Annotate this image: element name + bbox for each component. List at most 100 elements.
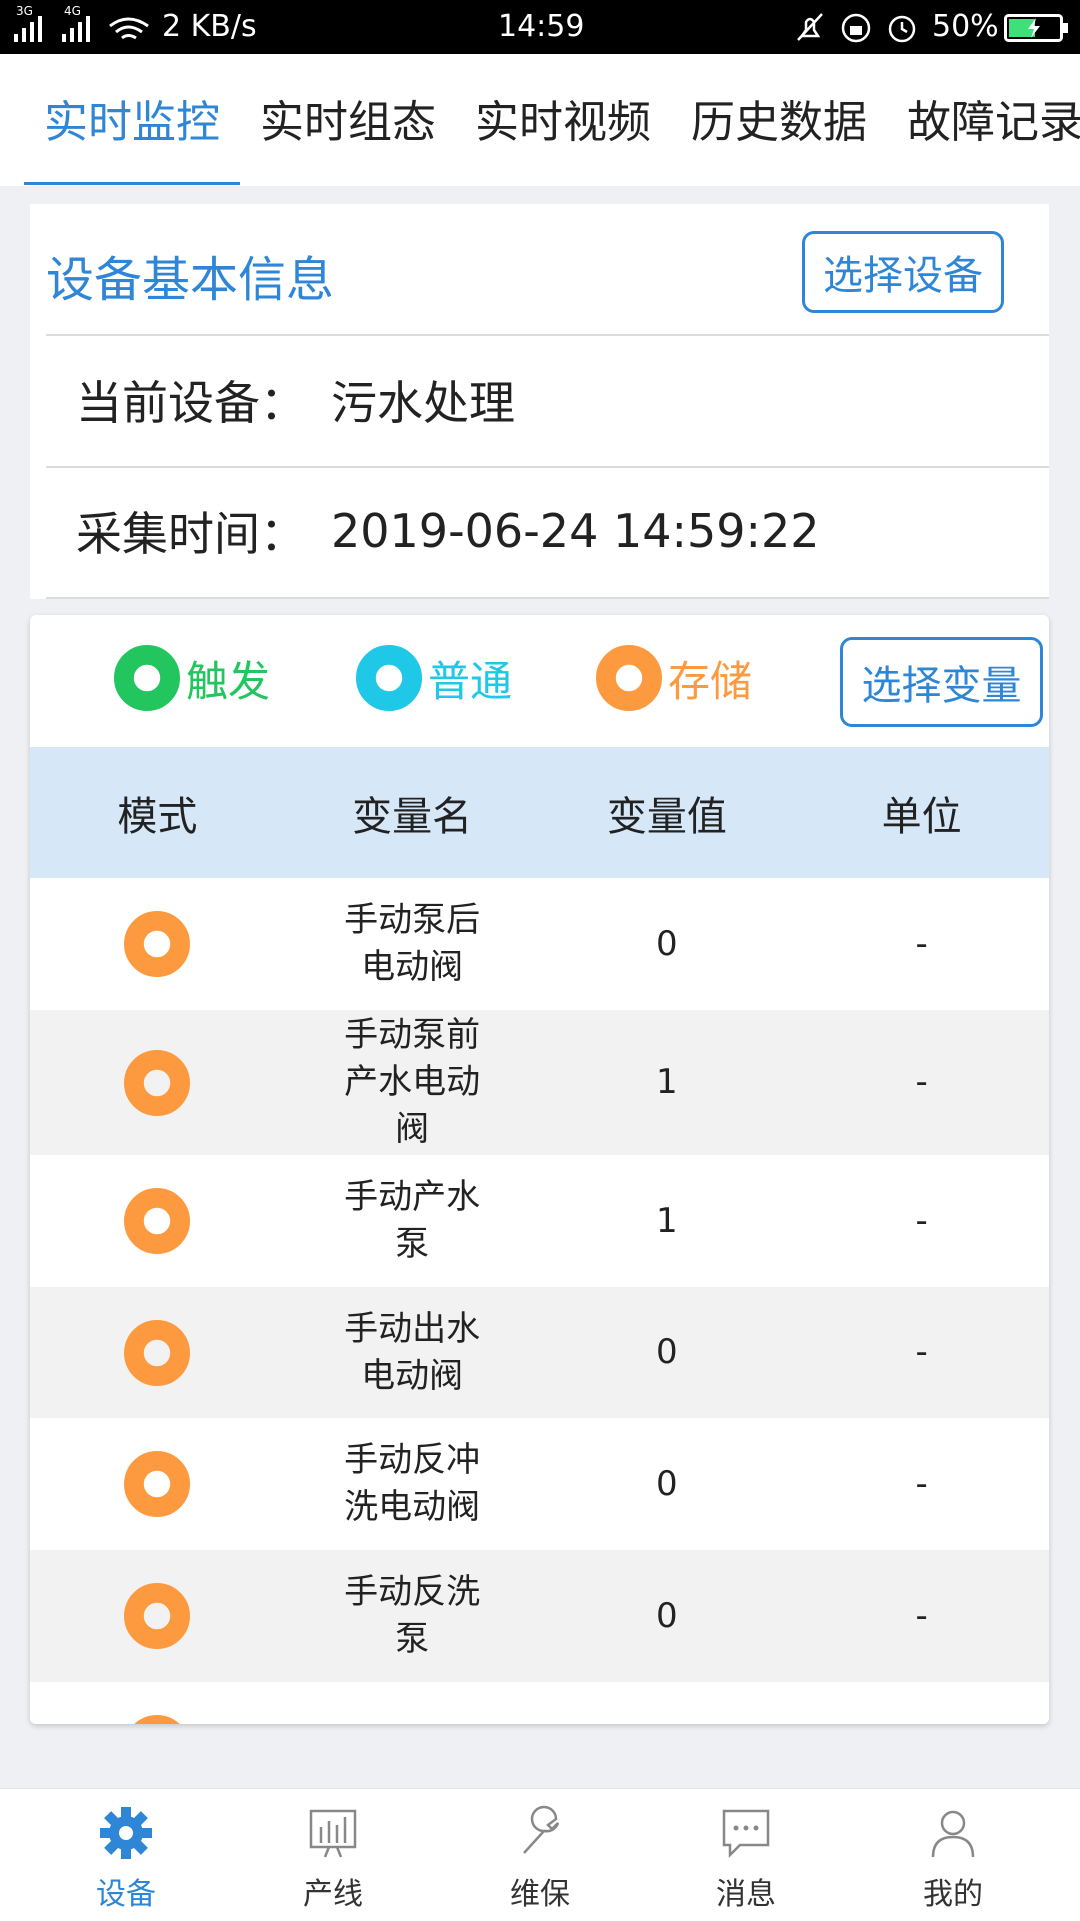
info-label: 采集时间： — [76, 507, 306, 561]
tab-bar: 实时监控 实时组态 实时视频 历史数据 故障记录 — [0, 54, 1080, 186]
column-header: 模式 — [117, 793, 198, 840]
table-row: 手动泵后电动阀 0 - — [30, 878, 1049, 1010]
variable-unit: - — [915, 923, 928, 964]
column-header: 单位 — [881, 793, 962, 840]
variable-value: 0 — [656, 923, 678, 964]
variable-unit: - — [915, 1595, 928, 1636]
tab[interactable]: 实时组态 — [260, 97, 436, 148]
mode-indicator — [114, 645, 180, 711]
mode-indicator — [124, 1188, 191, 1254]
variable-name: 手动出水电动阀 — [344, 1308, 481, 1396]
nav-icon — [100, 1807, 152, 1859]
legend-label: 触发 — [186, 656, 271, 706]
legend-item: 普通 — [356, 645, 512, 711]
legend-label: 存储 — [668, 656, 753, 706]
variable-value: 1 — [656, 1200, 678, 1241]
select-variable-button[interactable]: 选择变量 — [840, 637, 1043, 727]
section-title: 设备基本信息 — [46, 252, 335, 308]
cell: 手动产水泵 — [285, 1155, 540, 1287]
table-row: 手动反洗泵 0 - — [30, 1550, 1049, 1682]
cell — [30, 1682, 285, 1724]
select-device-button[interactable]: 选择设备 — [802, 231, 1004, 313]
cell: 手动泵后电动阀 — [285, 878, 540, 1010]
mode-indicator — [124, 1583, 191, 1649]
nav-item[interactable]: 我的 — [873, 1789, 1033, 1921]
nav-icon — [309, 1809, 357, 1858]
variable-name: 手动反洗泵 — [344, 1572, 481, 1659]
cell — [30, 878, 285, 1010]
variable-unit: - — [915, 1200, 928, 1241]
nav-icon — [722, 1809, 770, 1859]
legend-item: 触发 — [114, 645, 270, 711]
table-row: 手动出水电动阀 0 - — [30, 1287, 1049, 1418]
mode-indicator — [124, 1451, 191, 1517]
info-value: 污水处理 — [331, 376, 515, 430]
nav-label: 消息 — [716, 1877, 776, 1912]
mode-indicator — [596, 645, 662, 711]
table-row: 手动反冲洗电动阀 0 - — [30, 1418, 1049, 1550]
nav-label: 产线 — [303, 1877, 363, 1912]
clock: 14:59 — [498, 9, 585, 44]
nav-label: 维保 — [510, 1877, 570, 1912]
nav-item[interactable]: 消息 — [666, 1789, 826, 1921]
network-type: 3G — [16, 4, 33, 18]
cell — [30, 1418, 285, 1550]
mode-indicator — [124, 1049, 191, 1116]
column-header: 变量名 — [352, 793, 473, 840]
variable-name: 手动产水泵 — [344, 1177, 481, 1264]
variable-name: 手动泵前产水电动阀 — [344, 1015, 481, 1149]
legend-label: 普通 — [428, 656, 513, 706]
cell — [30, 1010, 285, 1155]
column-header: 变量值 — [606, 793, 727, 840]
mode-indicator — [134, 1715, 180, 1724]
mode-indicator — [124, 1319, 191, 1386]
variable-unit: - — [915, 1062, 928, 1102]
variable-unit: - — [915, 1463, 928, 1504]
cell — [30, 1287, 285, 1418]
nav-icon — [931, 1810, 975, 1858]
divider — [46, 466, 1049, 468]
battery-level: 50% — [932, 9, 999, 44]
cell: 手动出水电动阀 — [285, 1287, 540, 1418]
mode-indicator — [124, 911, 191, 977]
nav-item[interactable]: 设备 — [46, 1789, 206, 1921]
nav-item[interactable]: 维保 — [460, 1789, 620, 1921]
legend-item: 存储 — [596, 645, 752, 711]
nav-icon — [523, 1805, 560, 1854]
bottom-nav: 设备 产线 维保 消息 我的 — [0, 1788, 1080, 1921]
tab[interactable]: 实时监控 — [44, 97, 220, 148]
info-value: 2019-06-24 14:59:22 — [331, 504, 820, 558]
cell — [30, 1550, 285, 1682]
nav-label: 我的 — [923, 1877, 983, 1912]
divider — [46, 597, 1049, 599]
nav-item[interactable]: 产线 — [253, 1789, 413, 1921]
divider — [46, 334, 1049, 336]
variable-name: 手动反冲洗电动阀 — [344, 1440, 481, 1527]
nav-label: 设备 — [96, 1877, 156, 1912]
status-icons — [797, 13, 916, 43]
variable-name: 手动泵后电动阀 — [344, 900, 481, 987]
variable-value: 0 — [656, 1595, 678, 1636]
status-bar: 3G 4G 2 KB/s 14:59 50% — [0, 0, 1080, 54]
battery-icon — [1004, 14, 1068, 42]
cell: 手动鼓风 — [285, 1682, 540, 1724]
signal-icons — [14, 16, 149, 42]
variable-value — [540, 1682, 795, 1724]
tab[interactable]: 实时视频 — [475, 97, 651, 148]
tab[interactable]: 历史数据 — [691, 97, 867, 148]
cell: 手动反洗泵 — [285, 1550, 540, 1682]
active-tab-indicator — [24, 182, 240, 185]
cell: 手动反冲洗电动阀 — [285, 1418, 540, 1550]
cell — [30, 1155, 285, 1287]
variables-card: 选择变量 模式 变量名 变量值 单位 触发 普通 存储手动泵后电动阀 0 - 手动泵前产水电动阀… — [30, 615, 1049, 1724]
network-type: 4G — [64, 4, 81, 18]
tab[interactable]: 故障记录 — [907, 97, 1080, 148]
device-info-card: 设备基本信息 选择设备 当前设备： 污水处理 采集时间： 2019-06-24 14:… — [30, 204, 1049, 599]
variable-unit — [794, 1682, 1049, 1724]
variable-value: 0 — [656, 1463, 678, 1504]
table-row: 手动鼓风 — [30, 1682, 1049, 1724]
cell: 手动泵前产水电动阀 — [285, 1010, 540, 1155]
variable-value: 1 — [656, 1062, 678, 1102]
variable-unit: - — [915, 1332, 928, 1372]
